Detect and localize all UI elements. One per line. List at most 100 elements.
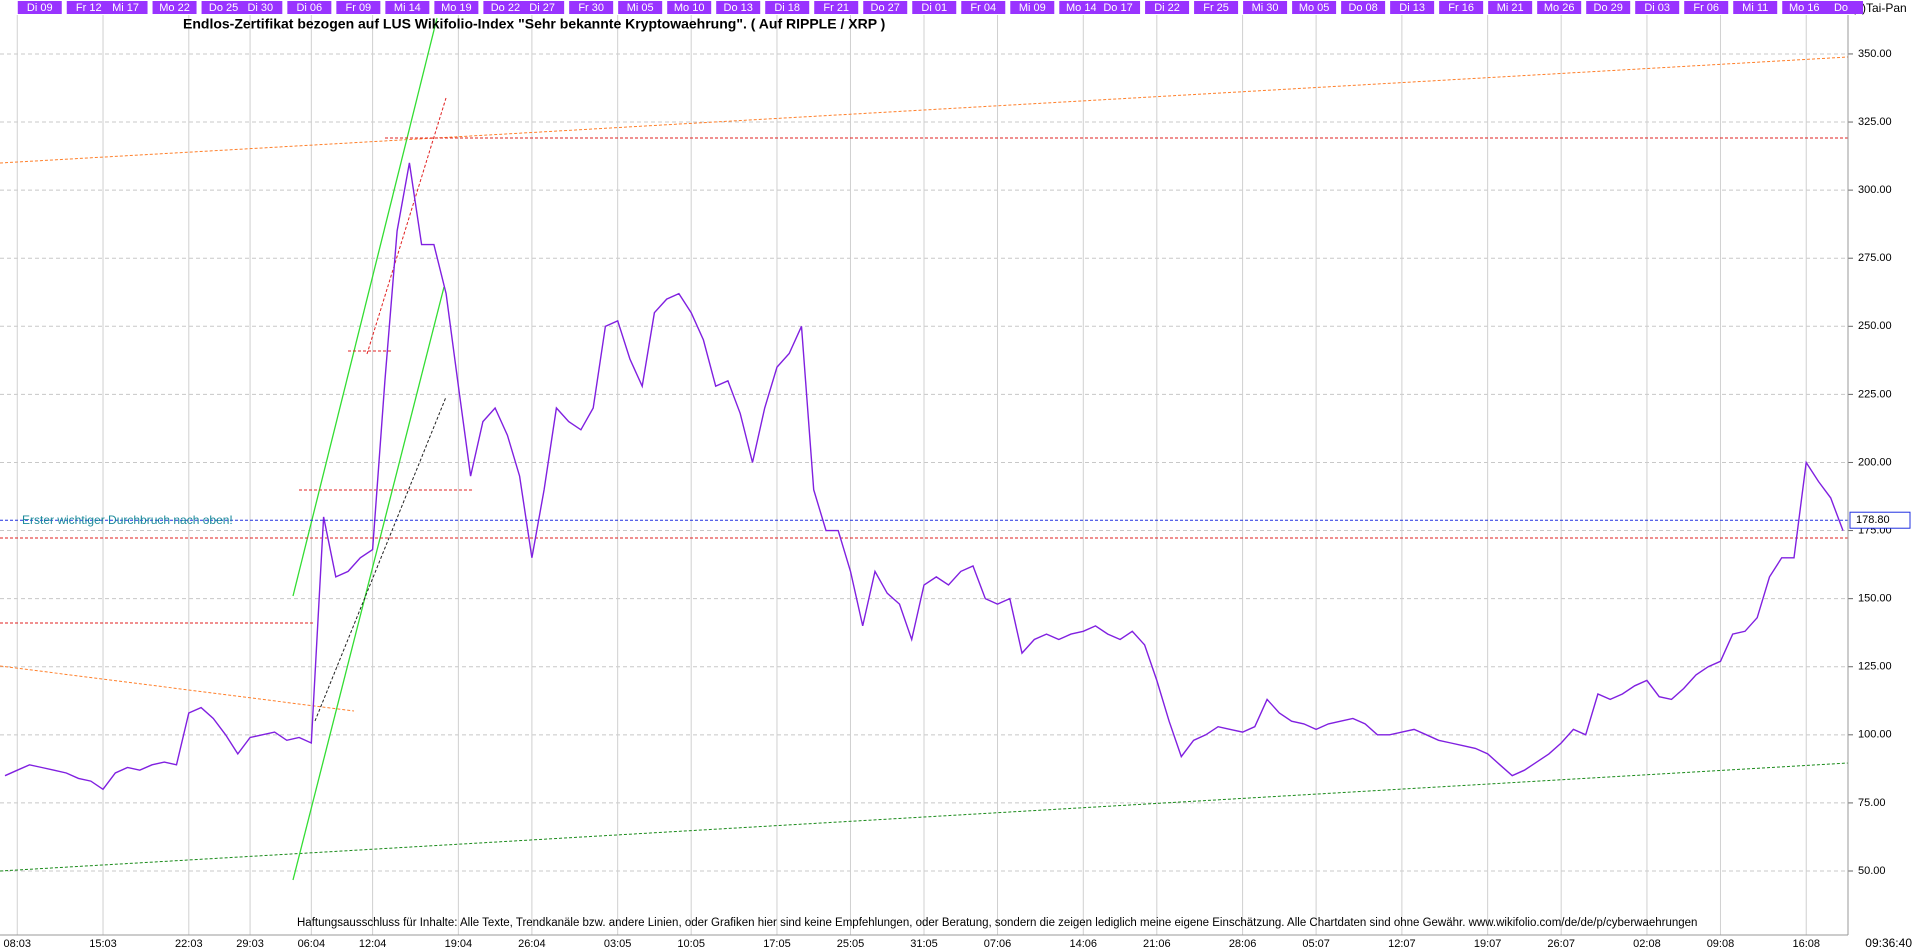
x-tick-label: 17:05 xyxy=(763,938,791,950)
top-label: Mo 05 xyxy=(1299,2,1330,14)
top-label: Mo 19 xyxy=(441,2,472,14)
top-label: Mo 16 xyxy=(1789,2,1820,14)
top-label: Do 17 xyxy=(1103,2,1132,14)
trend-lines xyxy=(0,17,1849,881)
price-label-box xyxy=(1849,511,1911,529)
y-tick-label: 325.00 xyxy=(1858,116,1892,128)
top-label-box xyxy=(1819,1,1863,14)
top-label-box xyxy=(765,1,810,14)
top-label-box xyxy=(1096,1,1141,14)
x-tick-label: 28:06 xyxy=(1229,938,1257,950)
y-tick-label: 125.00 xyxy=(1858,661,1892,673)
top-label-box xyxy=(1488,1,1533,14)
top-label: Mi 17 xyxy=(112,2,139,14)
x-tick-label: 21:06 xyxy=(1143,938,1171,950)
x-tick-label: 15:03 xyxy=(89,938,117,950)
top-label-box xyxy=(1341,1,1386,14)
top-label-box xyxy=(238,1,283,14)
x-tick-label: 14:06 xyxy=(1070,938,1098,950)
x-tick-label: 09:08 xyxy=(1707,938,1735,950)
x-tick-label: 02:08 xyxy=(1633,938,1661,950)
top-label: Mi 11 xyxy=(1742,2,1768,14)
y-tick-label: 200.00 xyxy=(1858,456,1892,468)
top-label: Di 18 xyxy=(774,2,800,14)
y-tick-label: 300.00 xyxy=(1858,184,1892,196)
top-label-box xyxy=(520,1,565,14)
x-tick-label: 10:05 xyxy=(677,938,705,950)
top-label-box xyxy=(1194,1,1239,14)
y-tick-label: 350.00 xyxy=(1858,48,1892,60)
x-tick-label: 29:03 xyxy=(236,938,264,950)
top-label: Di 06 xyxy=(296,2,322,14)
top-label-box xyxy=(863,1,908,14)
top-label: Mi 21 xyxy=(1497,2,1524,14)
top-label: Mi 14 xyxy=(394,2,421,14)
trend-line xyxy=(0,56,1849,164)
top-label: Di 03 xyxy=(1644,2,1670,14)
top-label: Do 13 xyxy=(724,2,753,14)
top-label-box xyxy=(1586,1,1631,14)
x-tick-label: 12:07 xyxy=(1388,938,1416,950)
top-label-box xyxy=(814,1,859,14)
y-tick-label: 225.00 xyxy=(1858,388,1892,400)
x-tick-label: 25:05 xyxy=(837,938,865,950)
y-tick-label: 100.00 xyxy=(1858,729,1892,741)
x-tick-label: 08:03 xyxy=(3,938,31,950)
top-label: Mo 10 xyxy=(674,2,705,14)
top-label-box xyxy=(1292,1,1337,14)
top-label-box xyxy=(1243,1,1288,14)
top-label: Di 09 xyxy=(27,2,53,14)
top-label: Fr 09 xyxy=(346,2,372,14)
top-label-box xyxy=(1010,1,1055,14)
top-label: Mi 05 xyxy=(627,2,654,14)
trend-line xyxy=(292,17,438,597)
x-tick-label: 19:07 xyxy=(1474,938,1502,950)
trend-line xyxy=(0,665,355,712)
top-label: Do 29 xyxy=(1594,2,1623,14)
top-label: Do 22 xyxy=(491,2,520,14)
top-label: Fr 30 xyxy=(578,2,604,14)
trend-line xyxy=(0,762,1849,872)
x-tick-label: 12:04 xyxy=(359,938,387,950)
top-label-box xyxy=(201,1,246,14)
top-label: Do 08 xyxy=(1348,2,1377,14)
grid xyxy=(0,15,1853,935)
x-tick-label: 19:04 xyxy=(445,938,473,950)
top-label-box xyxy=(1733,1,1778,14)
trend-line xyxy=(292,286,445,881)
top-label-box xyxy=(483,1,528,14)
top-label: Di 01 xyxy=(921,2,947,14)
x-tick-label: 26:04 xyxy=(518,938,546,950)
top-label-box xyxy=(1635,1,1680,14)
top-label-box xyxy=(434,1,479,14)
x-tick-label: 06:04 xyxy=(298,938,326,950)
top-label: Fr 16 xyxy=(1448,2,1474,14)
top-label: Fr 25 xyxy=(1203,2,1229,14)
top-label-box xyxy=(385,1,430,14)
top-label: Mi 09 xyxy=(1019,2,1046,14)
x-tick-label: 31:05 xyxy=(910,938,938,950)
x-tick-label: 22:03 xyxy=(175,938,203,950)
x-tick-label: 16:08 xyxy=(1792,938,1820,950)
price-label: 178.80 xyxy=(1856,514,1890,526)
top-label: Mi 30 xyxy=(1252,2,1279,14)
top-label-box xyxy=(336,1,381,14)
top-label: Di 22 xyxy=(1154,2,1180,14)
x-tick-label: 03:05 xyxy=(604,938,632,950)
top-label: Fr 21 xyxy=(823,2,849,14)
top-label-box xyxy=(716,1,761,14)
top-label-box xyxy=(17,1,62,14)
timestamp: 09:36:40 xyxy=(1865,936,1912,950)
y-tick-label: 75.00 xyxy=(1858,797,1886,809)
top-label-box xyxy=(1684,1,1729,14)
chart-title: Endlos-Zertifikat bezogen auf LUS Wikifo… xyxy=(183,16,885,32)
top-label-box xyxy=(1059,1,1104,14)
top-label-box xyxy=(912,1,957,14)
top-label-box xyxy=(1145,1,1190,14)
y-tick-label: 150.00 xyxy=(1858,593,1892,605)
plot xyxy=(0,162,1848,791)
disclaimer: Haftungsausschluss für Inhalte: Alle Tex… xyxy=(297,917,1697,929)
top-label-box xyxy=(287,1,332,14)
